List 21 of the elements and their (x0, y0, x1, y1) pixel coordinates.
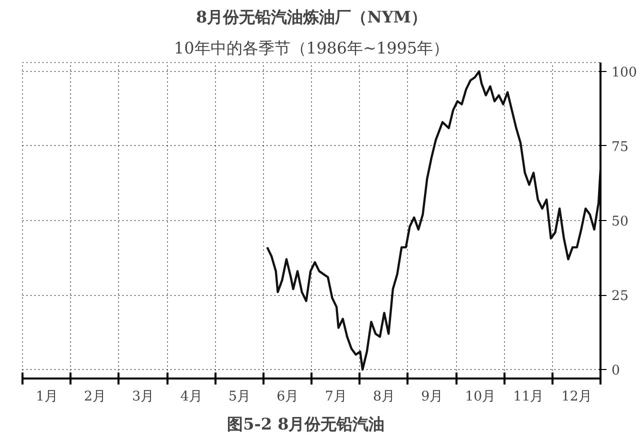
chart-subtitle: 10年中的各季节（1986年~1995年） (174, 38, 450, 58)
x-tick-label: 9月 (421, 390, 443, 404)
y-tick-label: 25 (612, 289, 628, 304)
x-tick-label: 1月 (36, 390, 58, 404)
y-tick-label: 50 (612, 214, 628, 230)
chart-title: 8月份无铅汽油炼油厂（NYM） (196, 8, 427, 26)
x-tick-label: 3月 (132, 390, 154, 404)
x-tick-label: 6月 (276, 390, 298, 404)
x-tick-label: 8月 (373, 390, 394, 404)
y-tick-label: 100 (612, 65, 637, 80)
x-tick-label: 10月 (465, 390, 496, 404)
x-tick-label: 11月 (513, 390, 544, 404)
y-tick-label: 75 (612, 140, 628, 155)
x-tick-label: 4月 (180, 390, 202, 404)
x-tick-label: 12月 (561, 390, 592, 404)
line-series (266, 70, 600, 371)
x-tick-label: 2月 (84, 390, 106, 404)
x-tick-label: 5月 (228, 390, 250, 404)
x-tick-label: 7月 (324, 390, 346, 404)
y-tick-label: 0 (612, 364, 620, 379)
caption: 图5-2 8月份无铅汽油 (227, 414, 385, 434)
